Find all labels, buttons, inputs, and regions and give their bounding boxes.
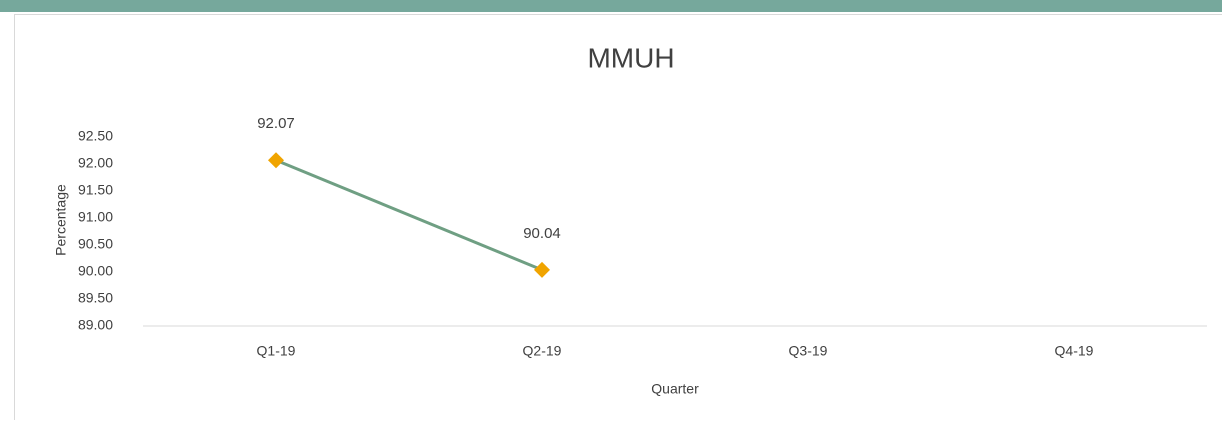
data-label: 90.04 (523, 225, 561, 242)
x-axis-label: Quarter (651, 381, 699, 397)
y-tick-label: 92.00 (78, 155, 113, 171)
y-tick-label: 89.00 (78, 317, 113, 333)
data-label: 92.07 (257, 115, 295, 132)
y-tick-label: 90.00 (78, 263, 113, 279)
x-tick-label: Q1-19 (257, 343, 296, 359)
y-tick-label: 89.50 (78, 290, 113, 306)
y-tick-label: 91.50 (78, 182, 113, 198)
x-tick-label: Q2-19 (523, 343, 562, 359)
x-tick-label: Q3-19 (789, 343, 828, 359)
chart-frame (15, 15, 1222, 421)
y-tick-label: 90.50 (78, 236, 113, 252)
chart-title: MMUH (587, 42, 674, 73)
top-bar (0, 0, 1222, 12)
y-tick-label: 91.00 (78, 209, 113, 225)
x-tick-label: Q4-19 (1055, 343, 1094, 359)
y-axis-label: Percentage (53, 184, 69, 256)
y-tick-label: 92.50 (78, 128, 113, 144)
